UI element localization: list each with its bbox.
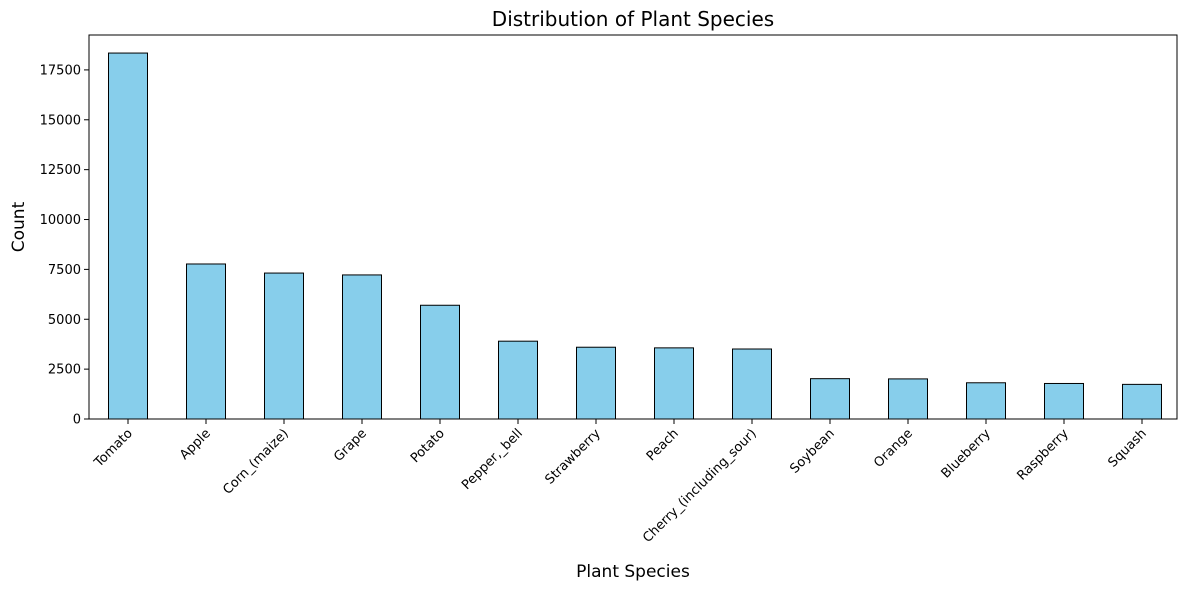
bar-apple bbox=[186, 263, 226, 420]
bar-corn-maize bbox=[264, 272, 304, 420]
bar-peach bbox=[654, 347, 694, 420]
x-tick-label: Apple bbox=[177, 426, 214, 463]
x-tick-label: Pepper,_bell bbox=[459, 426, 526, 493]
x-tick-label: Orange bbox=[871, 426, 916, 471]
x-tick-label: Potato bbox=[408, 426, 448, 466]
x-axis-title: Plant Species bbox=[576, 562, 690, 582]
bar-strawberry bbox=[576, 346, 616, 420]
chart-title: Distribution of Plant Species bbox=[492, 7, 774, 31]
x-tick-label: Corn_(maize) bbox=[220, 426, 291, 497]
y-tick-label: 12500 bbox=[40, 163, 81, 178]
y-tick-label: 7500 bbox=[48, 263, 81, 278]
bar-orange bbox=[888, 378, 928, 420]
y-axis-title: Count bbox=[9, 201, 29, 252]
y-axis-ticks: 0 2500 5000 7500 10000 12500 15000 17500 bbox=[40, 63, 89, 428]
y-tick-label: 0 bbox=[73, 413, 81, 428]
bar-squash bbox=[1122, 383, 1162, 420]
x-axis-ticks: Tomato Apple Corn_(maize) Grape Potato Pepper… bbox=[91, 419, 1150, 546]
bars bbox=[108, 52, 1162, 420]
x-tick-label: Peach bbox=[644, 426, 682, 464]
bar-soybean bbox=[810, 378, 850, 420]
y-tick-label: 5000 bbox=[48, 313, 81, 328]
y-tick-label: 10000 bbox=[40, 213, 81, 228]
bar-pepper-bell bbox=[498, 340, 538, 420]
x-tick-label: Tomato bbox=[91, 426, 136, 471]
y-tick-label: 17500 bbox=[40, 63, 81, 78]
x-tick-label: Squash bbox=[1105, 426, 1149, 470]
bar-tomato bbox=[108, 52, 148, 420]
bar-cherry-including-sour bbox=[732, 348, 772, 420]
x-tick-label: Grape bbox=[331, 426, 370, 465]
x-tick-label: Blueberry bbox=[939, 426, 994, 481]
y-tick-label: 2500 bbox=[48, 363, 81, 378]
bar-blueberry bbox=[966, 382, 1006, 420]
plot-frame bbox=[88, 34, 1178, 420]
bar-potato bbox=[420, 304, 460, 420]
y-tick-label: 15000 bbox=[40, 113, 81, 128]
x-tick-label: Raspberry bbox=[1014, 426, 1072, 484]
x-tick-label: Soybean bbox=[787, 426, 837, 476]
x-tick-label: Strawberry bbox=[543, 426, 605, 488]
bar-raspberry bbox=[1044, 382, 1084, 420]
bar-grape bbox=[342, 274, 382, 420]
